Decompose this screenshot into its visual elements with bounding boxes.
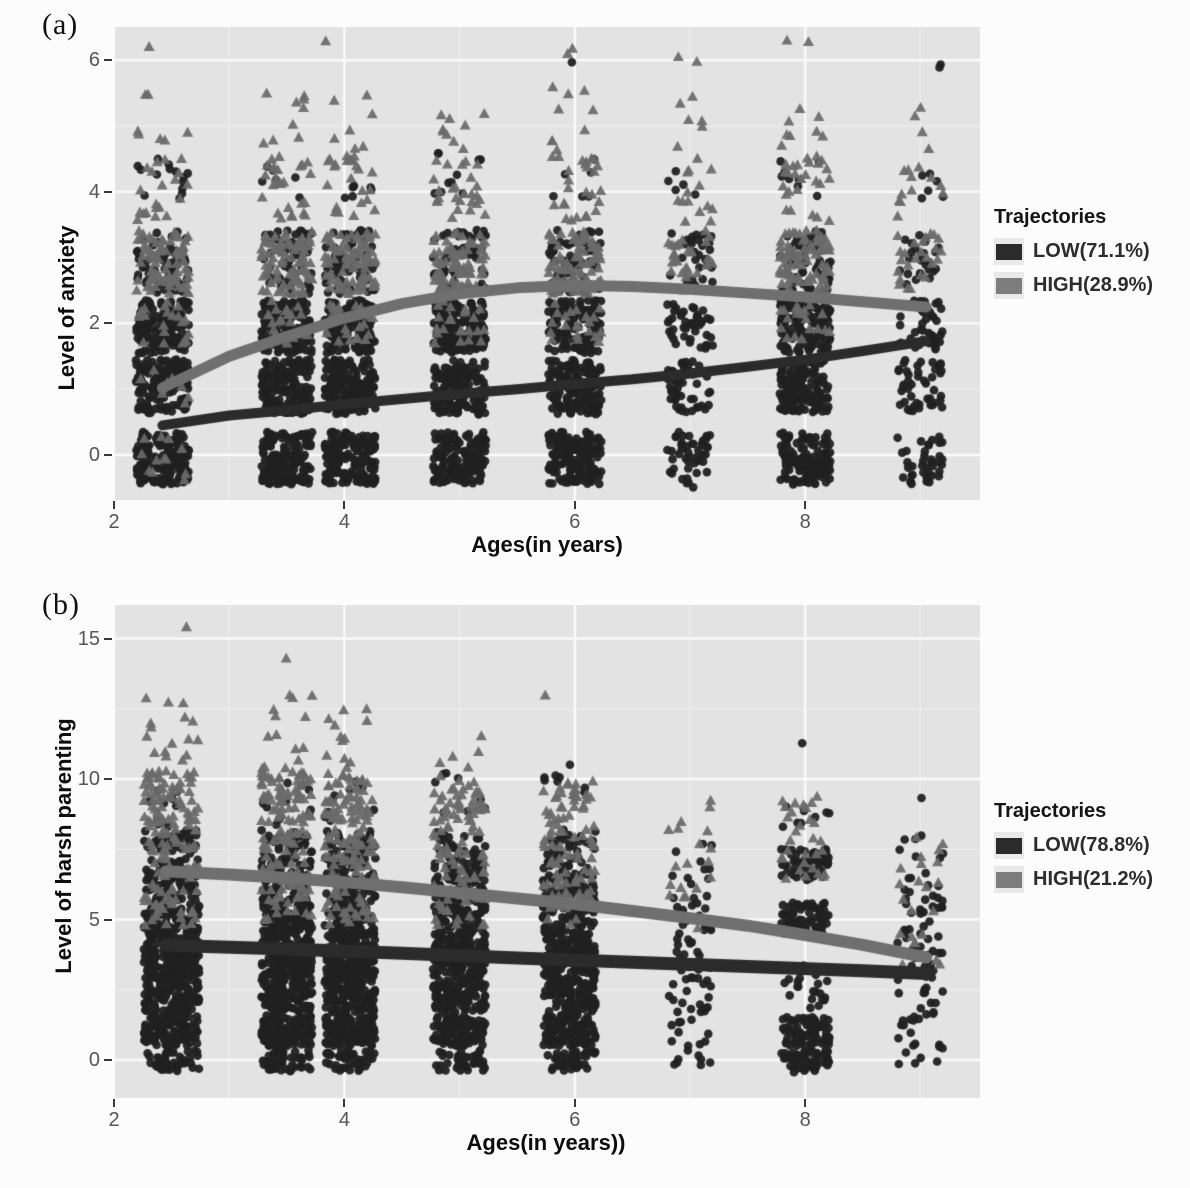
panel-a-y-tick: [104, 454, 112, 456]
panel-b-x-axis-title: Ages(in years)): [466, 1130, 626, 1155]
panel-a-x-axis-title: Ages(in years): [471, 532, 623, 557]
panel-b-y-tick: [104, 637, 112, 640]
panel-b-y-tick: [104, 1059, 112, 1061]
panel-b-legend: Trajectories LOW(78.8%) HIGH(21.2%): [994, 800, 1153, 900]
panel-b-y-tick-label: 10: [77, 768, 100, 790]
legend-b-entry-low: LOW(78.8%): [994, 832, 1153, 859]
panel-b-y-axis-title: Level of harsh parenting: [51, 718, 76, 974]
panel-a-y-tick-label: 6: [88, 49, 100, 72]
panel-a-y-tick: [104, 59, 112, 62]
panel-b-x-tick-label: 4: [338, 1109, 350, 1131]
panel-a-y-tick: [104, 190, 112, 193]
panel-b-y-tick-label: 15: [77, 627, 100, 650]
panel-a-x-tick: [113, 501, 115, 509]
panel-b-x-tick: [343, 1099, 346, 1107]
legend-a-low-label: LOW(71.1%): [1033, 240, 1150, 262]
legend-key-box: [994, 832, 1024, 859]
panel-b-y-tick: [104, 778, 112, 780]
low-swatch: [996, 837, 1022, 854]
panel-a-x-tick-label: 8: [799, 511, 811, 533]
panel-b-label: (b): [42, 588, 80, 621]
panel-a-x-tick-label: 2: [108, 511, 120, 533]
legend-a-entry-high: HIGH(28.9%): [994, 272, 1153, 299]
panel-b-y-tick-label: 5: [88, 908, 100, 931]
panel-a-x-tick: [573, 501, 576, 509]
panel-b-x-tick-label: 8: [799, 1109, 811, 1131]
legend-a-entry-low: LOW(71.1%): [994, 238, 1153, 265]
panel-a-x-tick-label: 6: [569, 511, 581, 533]
panel-b-canvas: [115, 605, 980, 1098]
legend-key-box: [994, 866, 1024, 893]
legend-b-high-label: HIGH(21.2%): [1033, 868, 1154, 890]
panel-a-y-tick: [104, 322, 112, 325]
panel-a-y-tick-label: 0: [88, 444, 100, 466]
panel-a-canvas: [115, 27, 980, 500]
panel-a-y-tick-label: 2: [88, 312, 100, 335]
panel-b-y-tick-label: 0: [88, 1049, 100, 1071]
legend-a-high-label: HIGH(28.9%): [1033, 274, 1154, 296]
panel-b-y-tick: [104, 918, 112, 921]
panel-a-x-tick: [804, 501, 807, 509]
panel-b-x-tick: [804, 1099, 807, 1107]
panel-b-x-tick-label: 6: [569, 1109, 581, 1131]
legend-a-title: Trajectories: [994, 206, 1107, 228]
panel-a-label: (a): [42, 8, 79, 41]
panel-a-y-tick-label: 4: [88, 180, 100, 203]
legend-b-low-label: LOW(78.8%): [1033, 834, 1150, 856]
panel-b-x-tick-label: 2: [108, 1109, 120, 1131]
legend-key-box: [994, 238, 1024, 265]
high-swatch: [996, 871, 1022, 888]
legend-b-title: Trajectories: [994, 800, 1107, 822]
panel-a-legend: Trajectories LOW(71.1%) HIGH(28.9%): [994, 206, 1153, 306]
panel-a-y-axis-title: Level of anxiety: [54, 225, 79, 391]
panel-b-x-tick: [573, 1099, 576, 1107]
legend-key-box: [994, 272, 1024, 299]
panel-b-x-tick: [113, 1099, 115, 1107]
low-swatch: [996, 243, 1022, 260]
panel-a-x-tick-label: 4: [338, 511, 350, 533]
high-swatch: [996, 277, 1022, 294]
panel-a-x-tick: [343, 501, 346, 509]
legend-b-entry-high: HIGH(21.2%): [994, 866, 1153, 893]
